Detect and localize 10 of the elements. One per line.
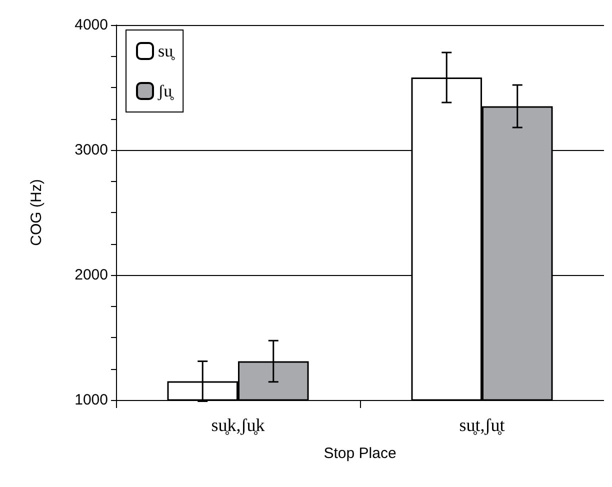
y-axis-title: COG (Hz) [28, 179, 45, 246]
legend-label: ʃu̥ [157, 82, 174, 100]
x-tick-label: su̥t,ʃu̥t [459, 415, 505, 435]
y-tick-label: 1000 [74, 392, 108, 408]
y-tick-label: 4000 [74, 16, 108, 34]
x-axis-title: Stop Place [324, 445, 396, 462]
x-tick-label: su̥k,ʃu̥k [211, 415, 265, 435]
legend-label: su̥ [158, 42, 176, 60]
y-tick-label: 2000 [74, 266, 108, 284]
y-tick-label: 3000 [74, 142, 108, 158]
